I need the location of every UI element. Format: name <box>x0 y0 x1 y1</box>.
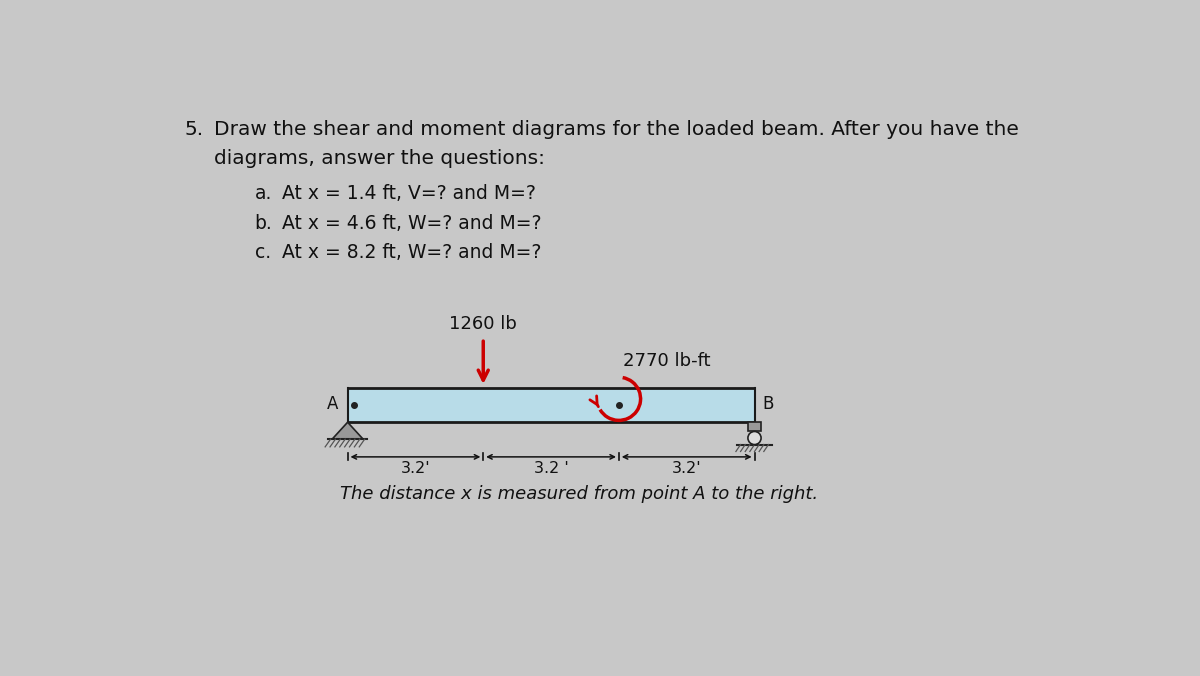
Text: 3.2': 3.2' <box>672 461 702 476</box>
Text: At x = 1.4 ft, V=? and M=?: At x = 1.4 ft, V=? and M=? <box>282 185 535 203</box>
Text: The distance x is measured from point A to the right.: The distance x is measured from point A … <box>340 485 818 502</box>
Text: 2770 lb-ft: 2770 lb-ft <box>623 352 710 370</box>
Text: At x = 4.6 ft, W=? and M=?: At x = 4.6 ft, W=? and M=? <box>282 214 541 233</box>
Text: 3.2': 3.2' <box>401 461 431 476</box>
Circle shape <box>748 431 761 445</box>
Text: Draw the shear and moment diagrams for the loaded beam. After you have the: Draw the shear and moment diagrams for t… <box>214 120 1019 139</box>
Text: 3.2 ': 3.2 ' <box>534 461 569 476</box>
Text: a.: a. <box>254 185 272 203</box>
Bar <box>748 422 762 431</box>
Text: 5.: 5. <box>185 120 204 139</box>
Text: A: A <box>326 395 338 413</box>
Text: At x = 8.2 ft, W=? and M=?: At x = 8.2 ft, W=? and M=? <box>282 243 541 262</box>
Text: B: B <box>762 395 774 413</box>
Text: diagrams, answer the questions:: diagrams, answer the questions: <box>214 149 545 168</box>
Text: c.: c. <box>254 243 271 262</box>
Text: b.: b. <box>254 214 272 233</box>
Polygon shape <box>332 422 364 439</box>
Text: 1260 lb: 1260 lb <box>449 315 517 333</box>
Bar <box>348 388 755 422</box>
